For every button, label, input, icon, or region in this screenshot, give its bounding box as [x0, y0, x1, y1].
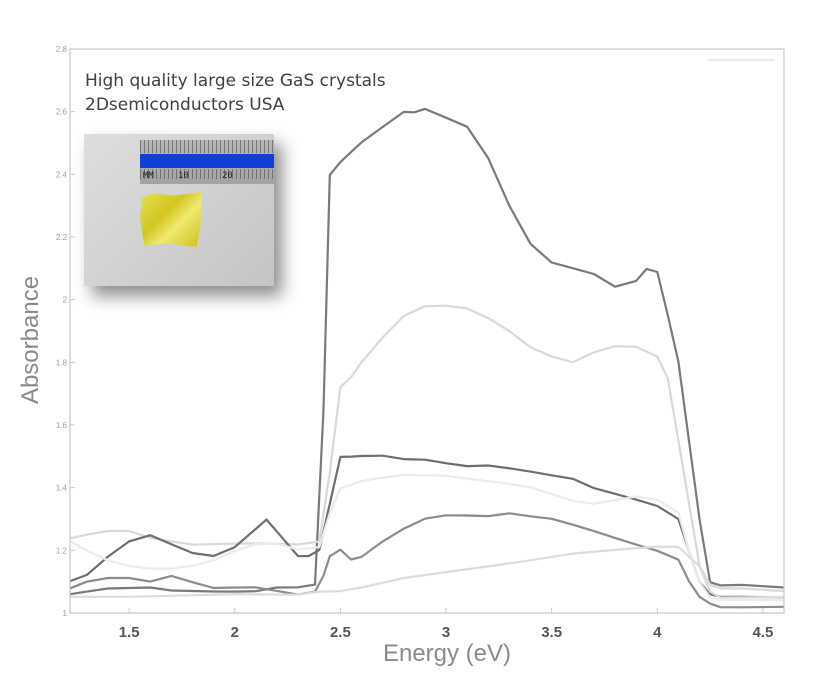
y-tick-label: 2	[63, 296, 68, 305]
crystal-photo-inset: MM 10 20	[84, 134, 274, 286]
series-line-3	[69, 454, 785, 599]
gas-crystal	[140, 192, 202, 247]
x-tick-label: 2.5	[330, 624, 351, 641]
series-line-4	[69, 473, 785, 602]
x-tick-label: 4	[653, 624, 662, 641]
series-line-5	[69, 512, 785, 609]
series-line-6	[70, 545, 785, 599]
x-tick-label: 3	[442, 624, 450, 641]
ruler-mark-20: 20	[222, 171, 233, 181]
ruler-ticks-bottom	[140, 169, 274, 179]
y-tick-label: 2.8	[56, 45, 68, 54]
ruler-blue-tape	[140, 154, 274, 168]
y-tick-label: 1.4	[56, 484, 68, 493]
plot-frame	[69, 48, 785, 614]
x-axis-label: Energy (eV)	[383, 640, 511, 667]
y-tick-label: 1.2	[56, 546, 68, 555]
series-layer	[69, 107, 785, 609]
x-tick-label: 1.5	[119, 624, 140, 641]
ruler-ticks-top	[140, 140, 274, 153]
y-tick-label: 2.6	[56, 108, 68, 117]
x-tick-label: 4.5	[752, 624, 773, 641]
annotation-line1: High quality large size GaS crystals	[85, 71, 386, 91]
ruler-mark-10: 10	[178, 171, 189, 181]
x-tick-label: 3.5	[541, 624, 562, 641]
y-tick-label: 1	[63, 609, 68, 618]
x-tick-label: 2	[231, 624, 239, 641]
y-tick-label: 1.8	[56, 358, 68, 367]
ruler: MM 10 20	[140, 140, 274, 184]
y-axis-label: Absorbance	[17, 276, 44, 404]
y-tick-label: 2.4	[56, 170, 68, 179]
ruler-mark-unit: MM	[143, 171, 154, 181]
y-tick-label: 2.2	[56, 233, 68, 242]
annotation-line2: 2Dsemiconductors USA	[85, 95, 285, 115]
series-line-1	[69, 107, 785, 596]
y-tick-label: 1.6	[56, 421, 68, 430]
series-line-2	[69, 304, 785, 593]
axes-layer: 1 1.2 1.4 1.6 1.8 2 2.2 2.4 2.6 2.8 1.5 2 2.5 3 3.5 4 4.…	[56, 45, 785, 641]
